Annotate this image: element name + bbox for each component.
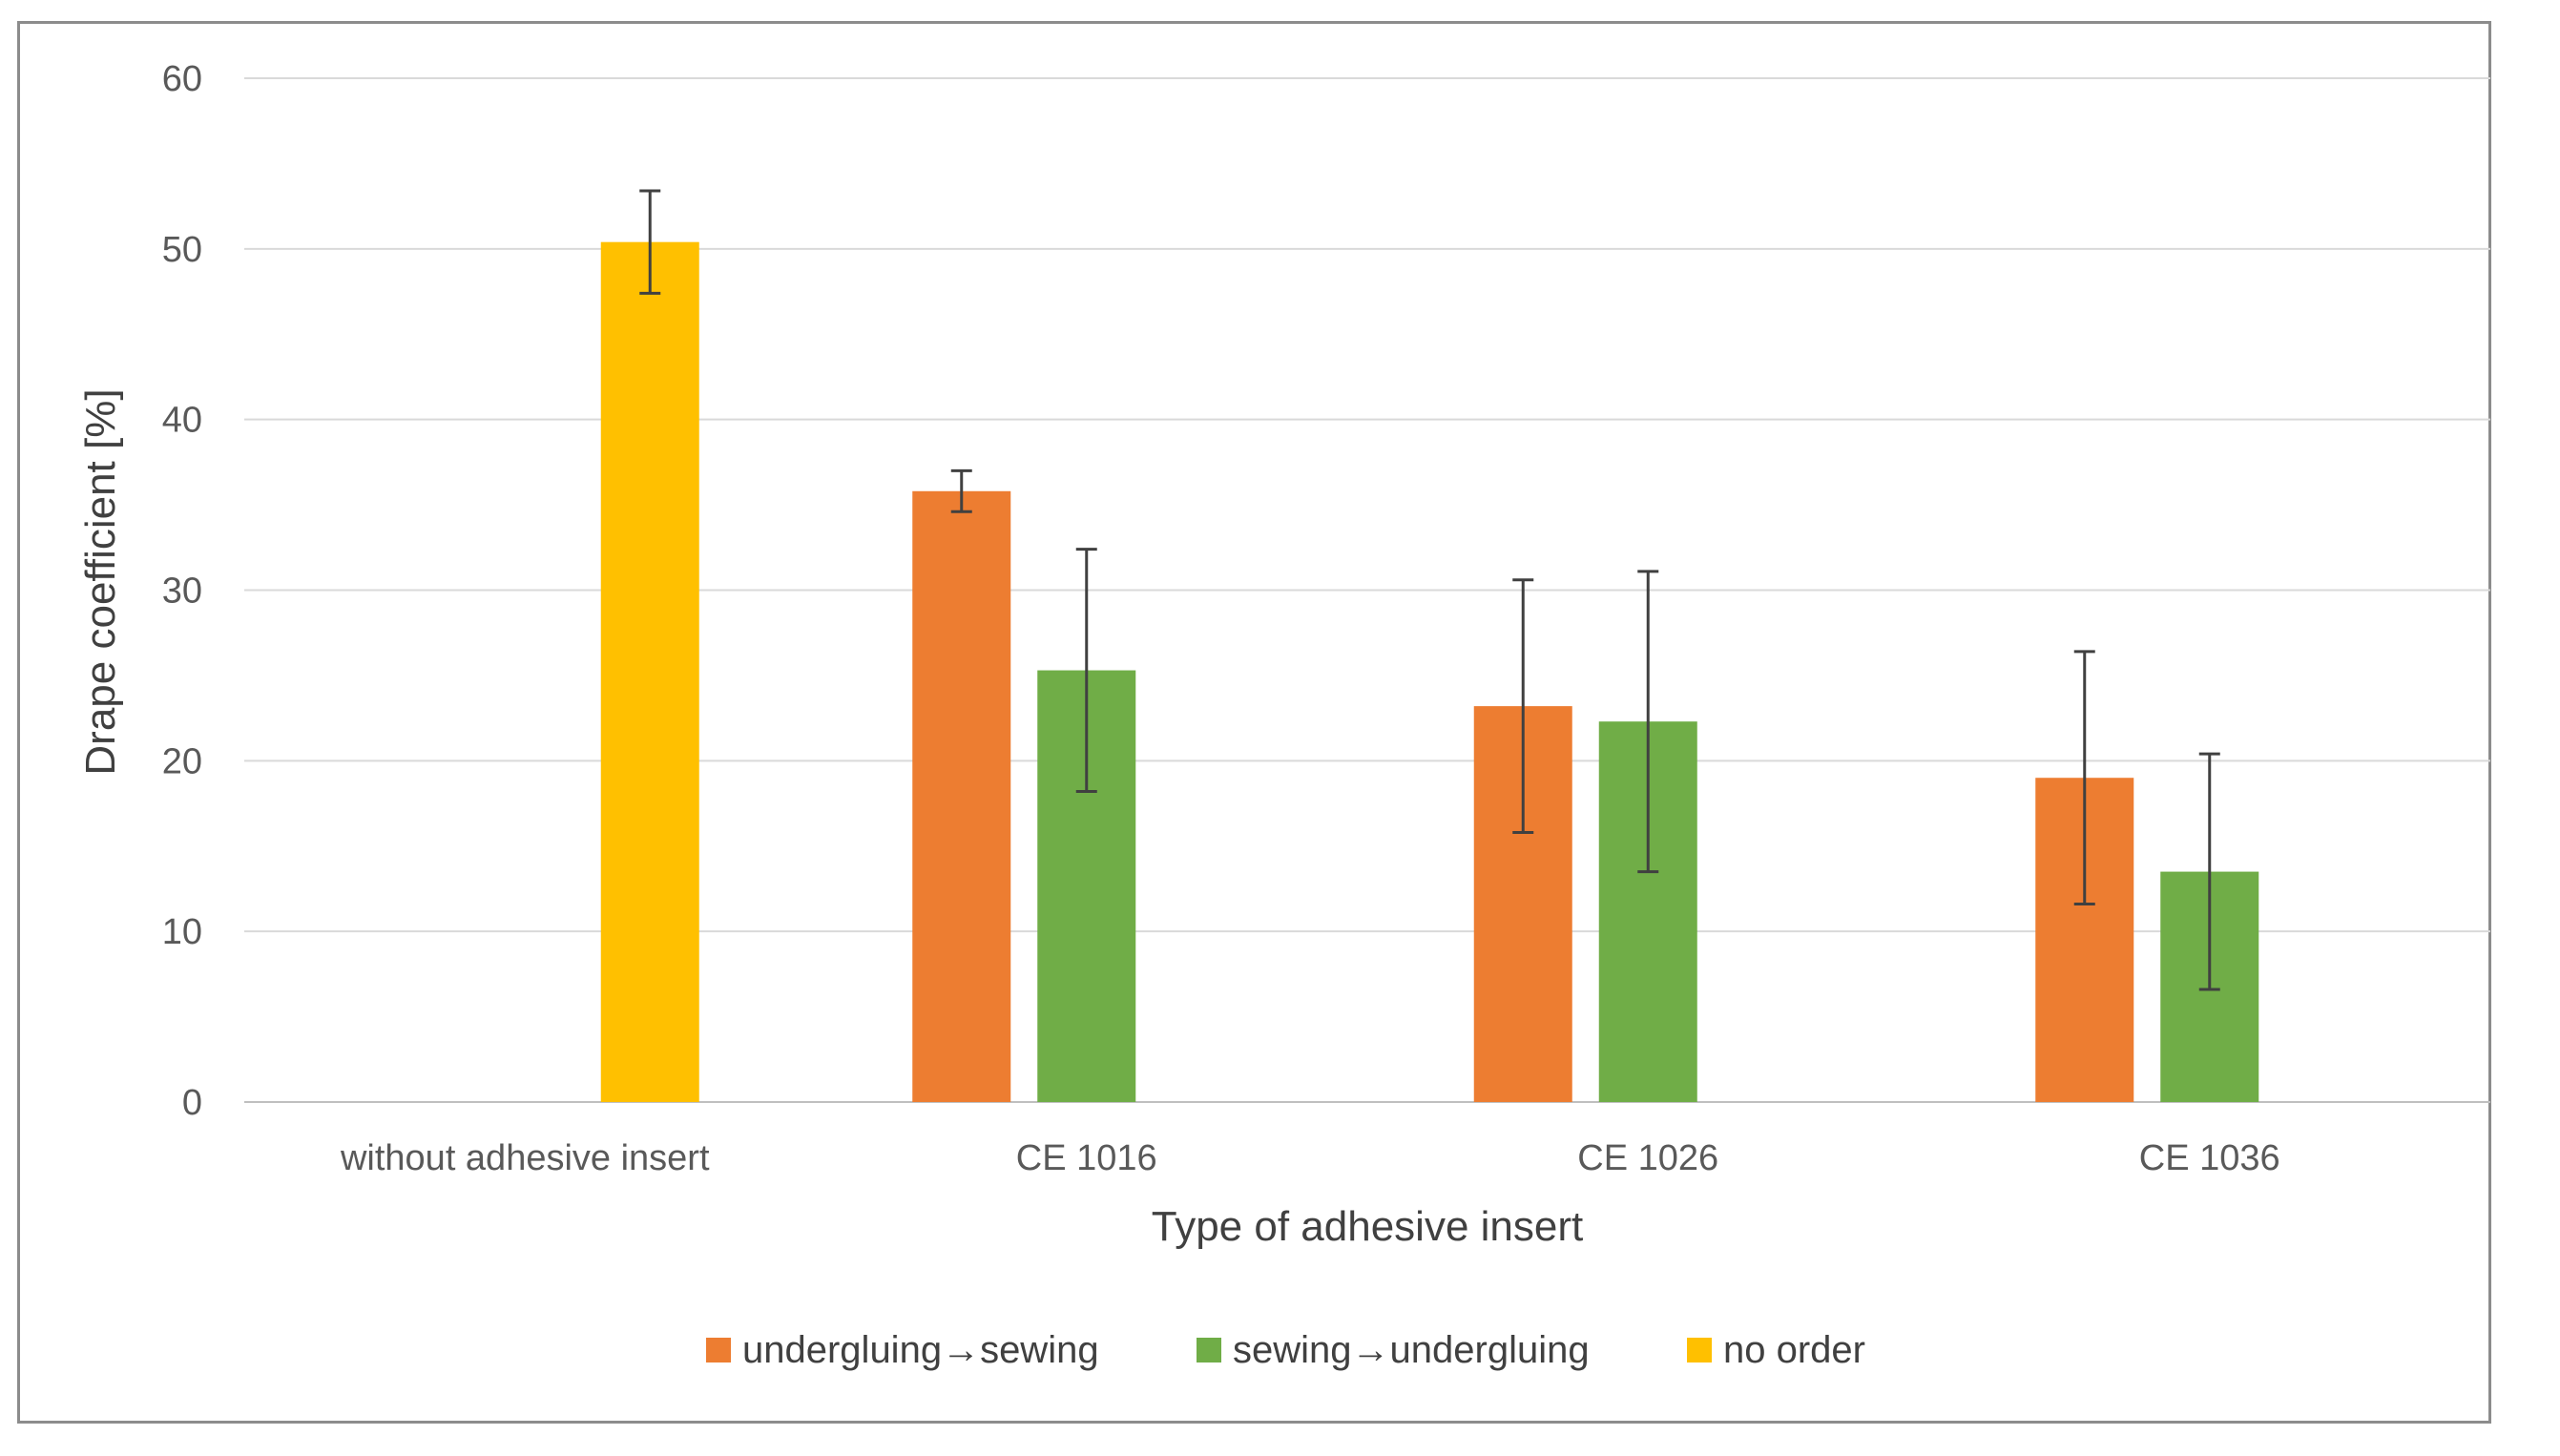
chart-frame bbox=[17, 21, 2491, 1424]
y-tick-label: 50 bbox=[162, 230, 202, 270]
bar-undergluing-sewing-1 bbox=[912, 490, 1011, 1102]
y-axis-tick-labels: 0 10 20 30 40 50 60 bbox=[162, 59, 202, 1123]
error-bar-undergluing-sewing-3 bbox=[2073, 650, 2095, 906]
y-tick-label: 20 bbox=[162, 741, 202, 781]
y-tick-label: 40 bbox=[162, 401, 202, 441]
error-bar-undergluing-sewing-2 bbox=[1512, 578, 1534, 834]
error-bar-undergluing-sewing-1 bbox=[950, 468, 972, 513]
legend: undergluing→sewing sewing→undergluing no o… bbox=[706, 1329, 1865, 1371]
legend-swatch bbox=[1197, 1338, 1221, 1362]
bar-no-order-0 bbox=[600, 241, 699, 1102]
legend-label: undergluing→sewing bbox=[742, 1329, 1099, 1371]
bars bbox=[600, 241, 2259, 1102]
x-tick-label: CE 1026 bbox=[1577, 1138, 1718, 1178]
error-bars bbox=[639, 189, 2220, 991]
error-bar-sewing-undergluing-1 bbox=[1075, 548, 1097, 794]
x-tick-label: CE 1036 bbox=[2139, 1138, 2280, 1178]
legend-swatch bbox=[706, 1338, 731, 1362]
y-tick-label: 0 bbox=[182, 1083, 202, 1123]
legend-label: sewing→undergluing bbox=[1233, 1329, 1590, 1371]
x-tick-label: CE 1016 bbox=[1016, 1138, 1157, 1178]
x-axis-tick-labels: without adhesive insert CE 1016 CE 1026 CE … bbox=[340, 1138, 2280, 1178]
legend-item-undergluing-sewing: undergluing→sewing bbox=[706, 1329, 1099, 1371]
legend-swatch bbox=[1687, 1338, 1712, 1362]
y-axis-title: Drape coefficient [%] bbox=[77, 388, 124, 775]
legend-item-no-order: no order bbox=[1687, 1329, 1865, 1371]
legend-item-sewing-undergluing: sewing→undergluing bbox=[1197, 1329, 1590, 1371]
error-bar-sewing-undergluing-3 bbox=[2198, 752, 2220, 991]
x-axis-title: Type of adhesive insert bbox=[1152, 1203, 1583, 1250]
y-tick-label: 60 bbox=[162, 59, 202, 99]
error-bar-no-order-0 bbox=[639, 189, 661, 295]
gridlines bbox=[244, 77, 2490, 933]
error-bar-sewing-undergluing-2 bbox=[1637, 570, 1659, 874]
x-tick-label: without adhesive insert bbox=[340, 1138, 710, 1178]
y-tick-label: 10 bbox=[162, 912, 202, 952]
legend-label: no order bbox=[1723, 1329, 1865, 1371]
y-tick-label: 30 bbox=[162, 572, 202, 612]
